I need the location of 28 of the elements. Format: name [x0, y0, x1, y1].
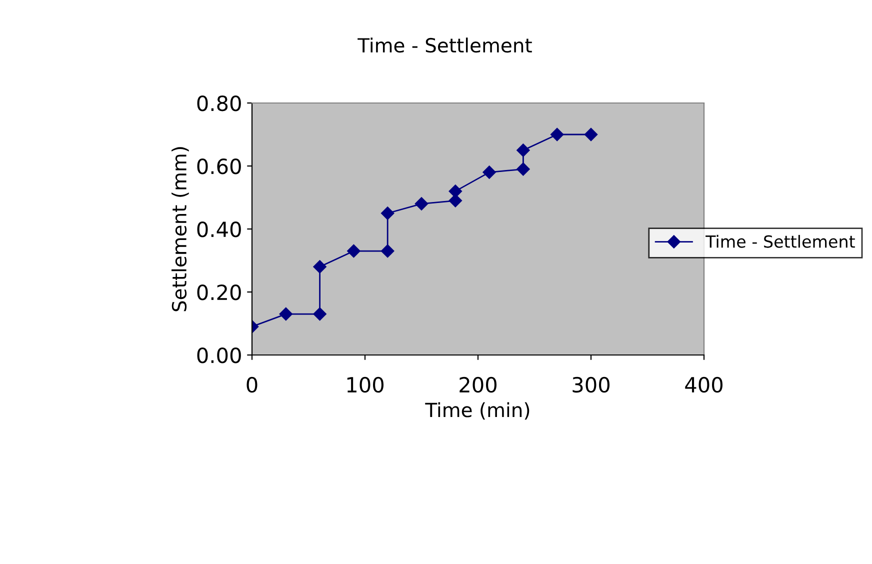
point [381, 244, 394, 258]
point [448, 184, 462, 198]
x-axis-title: Time (min) [425, 402, 530, 420]
x-tick-label: 300 [572, 376, 610, 393]
point [448, 194, 462, 208]
point [584, 128, 598, 142]
y-tick-label: 0.60 [197, 158, 241, 174]
point [516, 162, 530, 176]
point [313, 307, 326, 321]
x-tick-label: 200 [460, 376, 496, 393]
point [313, 260, 326, 274]
x-tick-label: 100 [347, 376, 384, 393]
point [347, 244, 360, 258]
legend-label: Time - Settlement [706, 234, 855, 248]
y-tick-label: 0.00 [197, 347, 241, 364]
point [550, 128, 564, 142]
x-tick-label: 0 [246, 376, 258, 393]
point [279, 307, 292, 321]
y-axis-title: Settlement (mm) [172, 147, 189, 312]
x-tick-label: 400 [685, 376, 722, 393]
point [414, 197, 428, 210]
y-tick-label: 0.20 [197, 284, 241, 300]
point [381, 206, 394, 220]
chart-title: Time - Settlement [358, 38, 532, 53]
point [516, 144, 530, 157]
point [482, 166, 496, 179]
y-tick-label: 0.40 [197, 221, 241, 238]
y-tick-label: 0.80 [197, 95, 241, 112]
